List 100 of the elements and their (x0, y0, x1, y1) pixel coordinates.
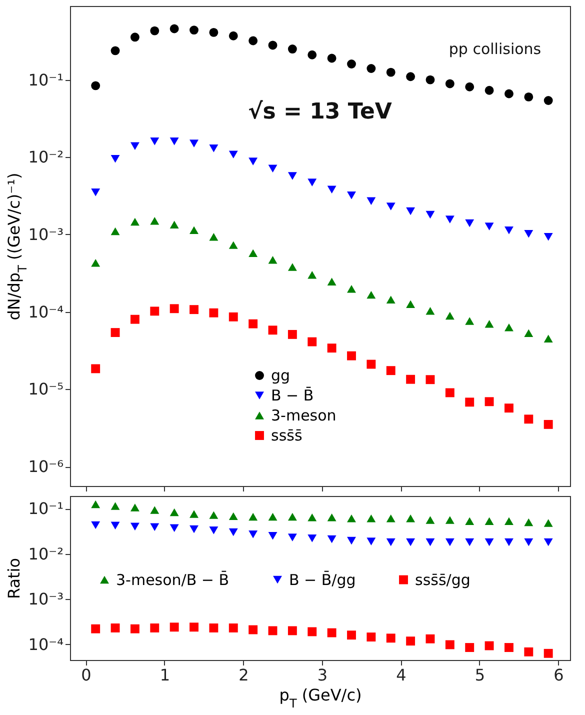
point (150, 306, 160, 316)
point (465, 317, 474, 325)
point (366, 290, 376, 299)
point (190, 26, 198, 34)
point (91, 364, 100, 374)
point (248, 625, 258, 634)
point (110, 502, 120, 510)
legend-label: B − B̄ (271, 386, 314, 404)
point (209, 28, 218, 37)
point (130, 32, 140, 42)
point (110, 623, 120, 632)
point (110, 155, 120, 163)
x-tick-label: 0 (81, 666, 92, 684)
point (170, 137, 179, 146)
x-tick-label: 1 (160, 666, 170, 684)
point (504, 538, 514, 546)
y-tick-label: 10⁻³ (28, 224, 64, 244)
point (91, 500, 100, 508)
point (288, 534, 297, 542)
point (504, 89, 514, 98)
point (524, 647, 534, 656)
point (465, 82, 474, 92)
point (406, 538, 416, 546)
point (327, 344, 336, 353)
point (426, 210, 435, 219)
point (327, 278, 336, 286)
point (288, 263, 297, 271)
x-tick-label: 4 (396, 666, 406, 684)
point (445, 312, 454, 320)
point (524, 538, 534, 546)
point (406, 72, 416, 82)
point (150, 217, 160, 225)
y-tick-label: 10⁻⁴ (28, 634, 64, 654)
point (190, 305, 198, 314)
point (190, 622, 198, 632)
annotation: pp collisions (448, 40, 542, 58)
point (170, 524, 179, 532)
point (228, 241, 238, 249)
annotation: √s = 13 TeV (248, 100, 392, 125)
point (465, 398, 474, 407)
y-tick-label: 10⁻¹ (28, 70, 64, 90)
point (524, 414, 534, 424)
point (91, 624, 100, 634)
point (248, 530, 258, 538)
point (484, 538, 494, 546)
point (484, 641, 494, 650)
point (406, 514, 416, 522)
point (366, 514, 376, 522)
point (110, 328, 120, 338)
point (209, 233, 218, 241)
point (465, 219, 474, 228)
point (524, 518, 534, 526)
point (386, 366, 396, 376)
x-tick-label: 3 (317, 666, 328, 684)
point (228, 512, 238, 520)
point (366, 632, 376, 642)
point (209, 526, 218, 534)
point (308, 337, 317, 346)
point (150, 506, 160, 514)
point (308, 534, 317, 542)
point (445, 79, 454, 88)
legend-label: 3-meson (271, 406, 336, 424)
y-tick-label: 10⁻⁶ (28, 457, 64, 476)
point (544, 420, 553, 429)
point (268, 256, 278, 264)
point (445, 388, 454, 398)
point (228, 150, 238, 158)
point (366, 360, 376, 369)
point (308, 178, 317, 186)
point (544, 233, 553, 241)
point (190, 510, 198, 518)
point (209, 623, 218, 632)
point (484, 397, 494, 406)
point (544, 96, 553, 105)
point (110, 227, 120, 236)
point (209, 511, 218, 519)
point (445, 216, 454, 224)
point (524, 230, 534, 238)
point (110, 46, 120, 56)
point (347, 192, 356, 200)
point (130, 504, 140, 512)
point (465, 643, 474, 652)
y-tick-label: 10⁻⁵ (28, 380, 64, 399)
point (228, 31, 238, 40)
point (504, 226, 514, 234)
point (190, 140, 198, 148)
point (130, 142, 140, 150)
y-tick-label: 10⁻² (28, 544, 64, 564)
point (268, 40, 278, 50)
point (426, 75, 435, 84)
point (150, 26, 160, 36)
point (130, 314, 140, 324)
point (248, 158, 258, 166)
point (465, 517, 474, 525)
point (426, 634, 435, 644)
point (347, 536, 356, 545)
point (484, 222, 494, 230)
point (426, 538, 435, 546)
point (524, 92, 534, 102)
point (288, 330, 297, 339)
